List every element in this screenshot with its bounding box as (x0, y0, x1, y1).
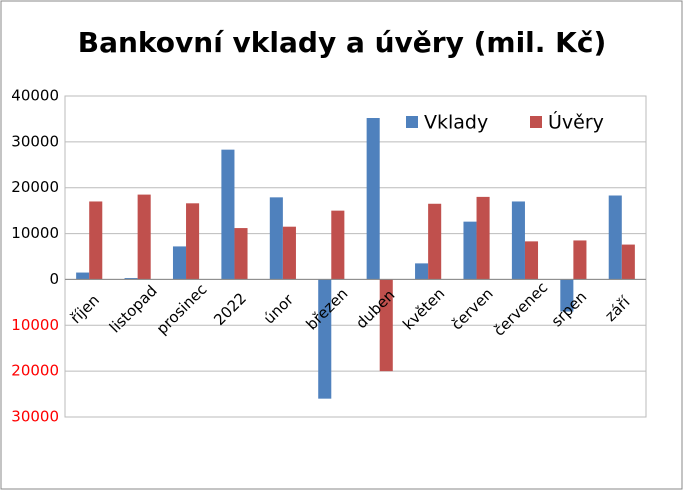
chart-title: Bankovní vklady a úvěry (mil. Kč) (78, 26, 607, 59)
legend-swatch (406, 116, 418, 128)
bar (186, 203, 200, 280)
bar (511, 201, 525, 280)
y-tick-label: 10000 (11, 224, 59, 242)
bar (608, 195, 622, 280)
y-tick-label: 30000 (11, 408, 59, 426)
bar (76, 272, 90, 280)
y-tick-label: 20000 (11, 362, 59, 380)
bar (172, 246, 187, 280)
bar (89, 201, 103, 280)
bar (234, 228, 248, 280)
y-tick-label: 0 (49, 270, 59, 288)
y-tick-label: 40000 (11, 87, 59, 105)
legend-label: Úvěry (548, 110, 604, 134)
bar (137, 194, 151, 280)
bar (124, 278, 138, 280)
bar (463, 221, 477, 280)
bar (331, 210, 345, 280)
bar (621, 244, 635, 280)
bar (573, 240, 587, 280)
bar (476, 196, 490, 280)
bar (524, 241, 539, 280)
bar (269, 197, 283, 280)
bar (318, 279, 332, 399)
bar (221, 149, 235, 280)
bar (415, 263, 429, 280)
y-tick-label: 10000 (11, 316, 59, 334)
legend-swatch (530, 116, 542, 128)
y-tick-label: 30000 (11, 132, 59, 150)
y-tick-label: 20000 (11, 178, 59, 196)
bar (560, 279, 574, 312)
bar (282, 226, 296, 280)
legend-label: Vklady (424, 112, 488, 134)
bar (428, 203, 442, 280)
bar (379, 279, 393, 372)
bar (366, 118, 380, 280)
